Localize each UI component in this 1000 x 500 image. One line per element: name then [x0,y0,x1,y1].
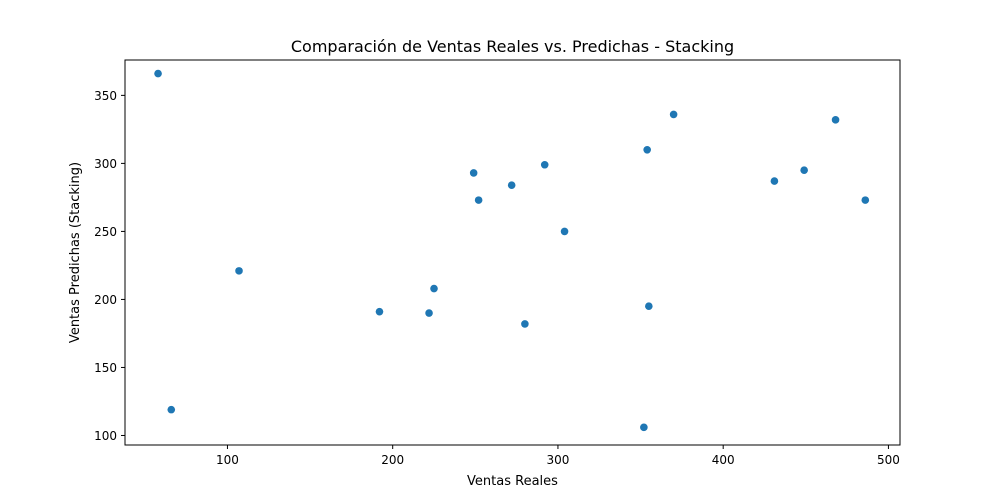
data-point [645,302,653,311]
y-axis-label: Ventas Predichas (Stacking) [68,162,83,343]
data-points [154,69,870,432]
data-point [540,160,549,169]
x-tick-label: 300 [546,453,569,467]
plot-area-frame [124,59,901,446]
x-tick-label: 100 [216,453,239,467]
y-axis-ticks: 100 150 200 250 300 350 [94,89,125,443]
data-point [643,145,651,154]
data-point [831,116,840,124]
data-point [235,267,243,275]
y-tick-label: 250 [94,225,117,239]
y-tick-label: 150 [94,361,117,375]
x-axis-ticks: 100 200 300 400 500 [216,445,900,467]
x-axis-label: Ventas Reales [467,474,558,489]
data-point [425,309,433,317]
x-tick-label: 200 [381,453,404,467]
data-point [861,196,870,204]
y-tick-label: 350 [94,89,117,103]
data-point [770,177,779,185]
chart-title: Comparación de Ventas Reales vs. Predich… [291,37,734,56]
y-tick-label: 100 [94,429,117,443]
data-point [669,110,678,119]
y-tick-label: 300 [94,157,117,171]
x-tick-label: 400 [712,453,735,467]
x-tick-label: 500 [877,453,900,467]
data-point [474,196,483,204]
data-point [430,284,438,293]
data-point [640,423,648,432]
y-tick-label: 200 [94,293,117,307]
data-point [375,307,384,316]
data-point [521,320,529,328]
data-point [167,405,176,414]
data-point [507,181,516,189]
data-point [469,169,478,177]
data-point [800,166,808,174]
data-point [154,69,162,78]
data-point [560,227,569,236]
